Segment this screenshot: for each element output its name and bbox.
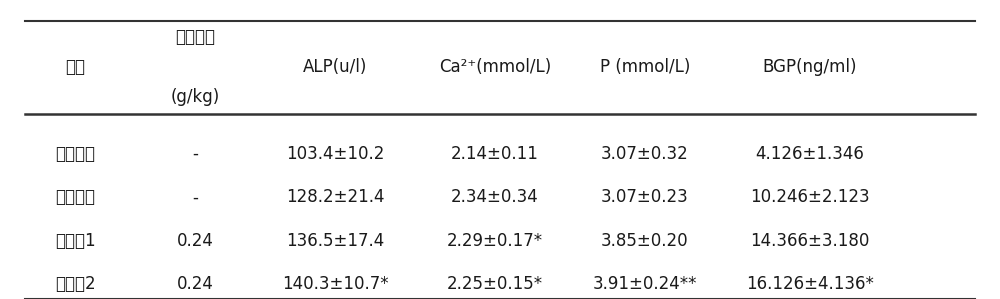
Text: 2.34±0.34: 2.34±0.34 — [451, 188, 539, 206]
Text: 128.2±21.4: 128.2±21.4 — [286, 188, 384, 206]
Text: 3.91±0.24**: 3.91±0.24** — [593, 275, 697, 293]
Text: 3.07±0.23: 3.07±0.23 — [601, 188, 689, 206]
Text: -: - — [192, 145, 198, 163]
Text: 组合牧2: 组合牧2 — [55, 275, 95, 293]
Text: 给药剂量: 给药剂量 — [175, 28, 215, 46]
Text: 14.366±3.180: 14.366±3.180 — [750, 232, 870, 250]
Text: (g/kg): (g/kg) — [170, 88, 220, 106]
Text: 空白对照: 空白对照 — [55, 145, 95, 163]
Text: 140.3±10.7*: 140.3±10.7* — [282, 275, 388, 293]
Text: BGP(ng/ml): BGP(ng/ml) — [763, 58, 857, 76]
Text: 0.24: 0.24 — [177, 232, 213, 250]
Text: -: - — [192, 188, 198, 206]
Text: 136.5±17.4: 136.5±17.4 — [286, 232, 384, 250]
Text: 3.07±0.32: 3.07±0.32 — [601, 145, 689, 163]
Text: 3.85±0.20: 3.85±0.20 — [601, 232, 689, 250]
Text: 0.24: 0.24 — [177, 275, 213, 293]
Text: 2.29±0.17*: 2.29±0.17* — [447, 232, 543, 250]
Text: ALP(u/l): ALP(u/l) — [303, 58, 367, 76]
Text: 组别: 组别 — [65, 58, 85, 76]
Text: 模型对照: 模型对照 — [55, 188, 95, 206]
Text: 组合牧1: 组合牧1 — [55, 232, 95, 250]
Text: 16.126±4.136*: 16.126±4.136* — [746, 275, 874, 293]
Text: P (mmol/L): P (mmol/L) — [600, 58, 690, 76]
Text: 4.126±1.346: 4.126±1.346 — [756, 145, 864, 163]
Text: 2.14±0.11: 2.14±0.11 — [451, 145, 539, 163]
Text: 103.4±10.2: 103.4±10.2 — [286, 145, 384, 163]
Text: 10.246±2.123: 10.246±2.123 — [750, 188, 870, 206]
Text: Ca²⁺(mmol/L): Ca²⁺(mmol/L) — [439, 58, 551, 76]
Text: 2.25±0.15*: 2.25±0.15* — [447, 275, 543, 293]
